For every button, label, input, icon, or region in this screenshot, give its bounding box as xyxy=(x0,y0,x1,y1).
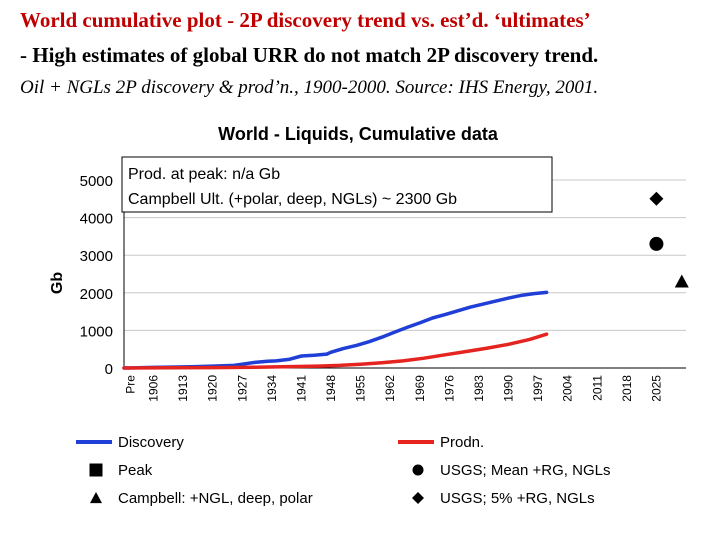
y-tick-label: 3000 xyxy=(80,248,113,265)
x-tick-label: 1934 xyxy=(265,375,279,402)
x-tick-label: 1948 xyxy=(324,375,338,402)
x-tick-label: 1920 xyxy=(206,375,220,402)
usgs-mean-marker xyxy=(649,236,664,251)
series-line-discovery xyxy=(122,290,549,370)
x-tick-label: 1955 xyxy=(354,375,368,402)
series-line-prodn xyxy=(122,332,549,370)
x-tick-label: 2025 xyxy=(649,375,663,402)
info-box-line-2: Campbell Ult. (+polar, deep, NGLs) ~ 230… xyxy=(128,191,457,208)
legend-label-usgs-mean-rg-ngls: USGS; Mean +RG, NGLs xyxy=(440,462,610,479)
legend-swatch-campbell-ngl-deep-polar xyxy=(90,492,102,504)
legend-swatch-usgs-5-rg-ngls xyxy=(412,492,424,504)
x-tick-label: Pre xyxy=(123,375,137,394)
x-tick-label: 1941 xyxy=(294,375,308,402)
legend-swatch-peak xyxy=(89,463,103,477)
x-tick-label: 1906 xyxy=(147,375,161,402)
chart-title: World - Liquids, Cumulative data xyxy=(218,124,499,144)
x-tick-label: 1976 xyxy=(442,375,456,402)
y-axis-label: Gb xyxy=(49,272,66,294)
page-subtitle: - High estimates of global URR do not ma… xyxy=(20,43,599,67)
x-tick-label: 1962 xyxy=(383,375,397,402)
legend-label-prodn: Prodn. xyxy=(440,434,484,451)
x-tick-label: 1997 xyxy=(531,375,545,402)
legend-label-discovery: Discovery xyxy=(118,434,184,451)
y-tick-label: 4000 xyxy=(80,211,113,228)
legend-label-campbell-ngl-deep-polar: Campbell: +NGL, deep, polar xyxy=(118,490,313,507)
x-tick-label: 1969 xyxy=(413,375,427,402)
info-box-frame xyxy=(121,156,553,213)
y-tick-label: 5000 xyxy=(80,173,113,190)
legend-label-usgs-5-rg-ngls: USGS; 5% +RG, NGLs xyxy=(440,490,595,507)
y-tick-label: 0 xyxy=(105,361,113,378)
usgs-5pct-marker xyxy=(649,191,664,206)
info-box-line-1: Prod. at peak: n/a Gb xyxy=(128,166,280,183)
x-tick-label: 2011 xyxy=(590,375,604,401)
x-tick-label: 1983 xyxy=(472,375,486,402)
x-tick-label: 1990 xyxy=(502,375,516,402)
x-tick-label: 2004 xyxy=(561,375,575,402)
campbell-marker xyxy=(674,274,689,288)
legend-swatch-usgs-mean-rg-ngls xyxy=(412,464,424,476)
info-box: Prod. at peak: n/a Gb Campbell Ult. (+po… xyxy=(121,156,553,213)
source-caption: Oil + NGLs 2P discovery & prod’n., 1900-… xyxy=(20,77,599,98)
x-tick-label: 1927 xyxy=(235,375,249,402)
legend-label-peak: Peak xyxy=(118,462,153,479)
y-tick-label: 1000 xyxy=(80,323,113,340)
page-title: World cumulative plot - 2P discovery tre… xyxy=(20,8,591,32)
y-tick-label: 2000 xyxy=(80,286,113,303)
chart-legend: Discovery Prodn. Peak USGS; Mean +RG, NGLs C… xyxy=(76,434,610,507)
x-tick-label: 1913 xyxy=(176,375,190,402)
x-tick-label: 2018 xyxy=(620,375,634,402)
